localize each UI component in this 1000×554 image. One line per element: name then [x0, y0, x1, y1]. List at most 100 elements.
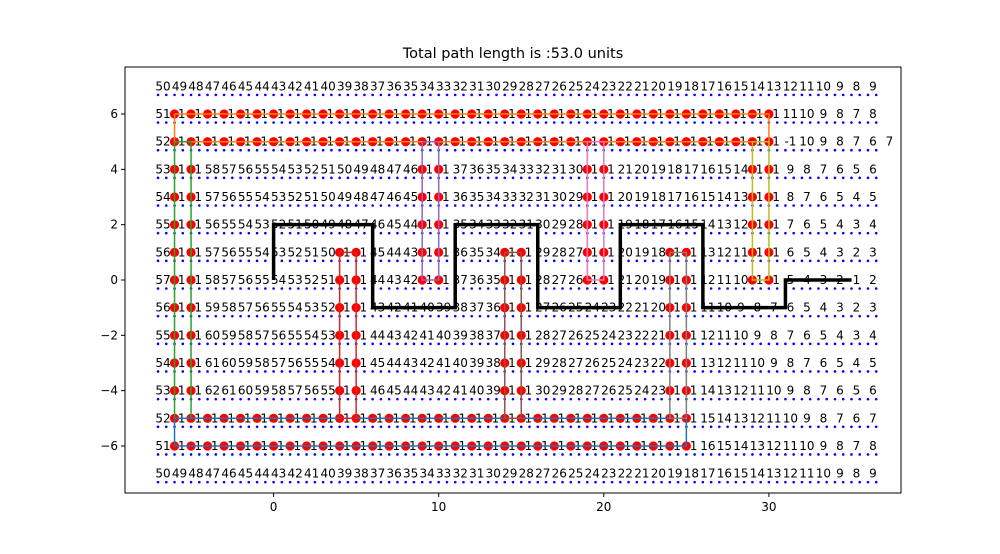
grid-point — [321, 121, 325, 124]
grid-point — [288, 370, 292, 373]
cell-value-label: 9 — [787, 162, 795, 176]
cell-value-label: 10 — [816, 79, 831, 93]
grid-point — [709, 204, 713, 207]
grid-point — [709, 259, 713, 263]
cell-value-label: -1 — [190, 273, 202, 287]
grid-point — [206, 93, 209, 97]
grid-point — [825, 204, 829, 207]
cell-value-label: 37 — [370, 79, 385, 93]
grid-point — [792, 370, 795, 373]
cell-value-label: 51 — [320, 273, 335, 287]
grid-point — [503, 425, 507, 429]
grid-point — [255, 480, 259, 484]
grid-point — [536, 314, 540, 318]
grid-point — [800, 370, 804, 373]
cell-value-label: -1 — [768, 190, 780, 204]
cell-value-label: 60 — [238, 384, 253, 398]
grid-point — [453, 342, 457, 346]
cell-value-label: 55 — [287, 328, 302, 342]
grid-point — [445, 176, 449, 180]
cell-value-label: 4 — [869, 328, 877, 342]
cell-value-label: 5 — [803, 245, 811, 259]
grid-point — [330, 397, 333, 401]
grid-point — [214, 342, 218, 346]
grid-point — [363, 397, 366, 401]
cell-value-label: 22 — [634, 328, 649, 342]
grid-point — [561, 342, 564, 346]
grid-point — [685, 148, 688, 152]
cell-value-label: 5 — [853, 162, 861, 176]
grid-point — [206, 480, 209, 484]
cell-value-label: 4 — [836, 218, 844, 232]
grid-point — [371, 148, 374, 152]
grid-point — [693, 259, 696, 263]
grid-point — [528, 148, 531, 152]
grid-point — [189, 453, 193, 456]
cell-value-label: 19 — [634, 190, 649, 204]
grid-point — [379, 259, 383, 263]
cell-value-label: 8 — [869, 439, 877, 453]
grid-point — [321, 287, 325, 290]
grid-point — [255, 287, 259, 290]
cell-value-label: 18 — [684, 79, 699, 93]
grid-point — [453, 121, 457, 124]
cell-value-label: 48 — [354, 190, 369, 204]
grid-point — [561, 314, 564, 318]
grid-point — [330, 204, 333, 207]
grid-point — [676, 397, 680, 401]
grid-point — [297, 370, 300, 373]
grid-point — [734, 176, 738, 180]
grid-point — [470, 93, 474, 97]
grid-point — [206, 342, 209, 346]
grid-point — [330, 121, 333, 124]
grid-point — [255, 93, 259, 97]
grid-point — [470, 231, 474, 235]
grid-point — [652, 342, 655, 346]
grid-point — [701, 342, 705, 346]
grid-point — [552, 480, 556, 484]
grid-point — [652, 397, 655, 401]
grid-point — [321, 397, 325, 401]
grid-point — [808, 93, 812, 97]
grid-point — [197, 453, 201, 456]
grid-point — [775, 121, 779, 124]
cell-value-label: 10 — [733, 328, 748, 342]
grid-point — [627, 259, 630, 263]
grid-point — [643, 453, 647, 456]
cell-value-label: 38 — [486, 356, 501, 370]
cell-value-label: 16 — [684, 190, 699, 204]
grid-point — [239, 425, 242, 429]
cell-value-label: 45 — [387, 218, 402, 232]
grid-point — [231, 397, 234, 401]
grid-point — [734, 287, 738, 290]
cell-value-label: 22 — [618, 467, 633, 481]
grid-point — [239, 204, 242, 207]
grid-point — [825, 314, 829, 318]
cell-value-label: 54 — [155, 190, 170, 204]
cell-value-label: 18 — [684, 467, 699, 481]
grid-point — [404, 370, 407, 373]
cell-value-label: 5 — [853, 384, 861, 398]
grid-point — [247, 480, 251, 484]
grid-point — [552, 148, 556, 152]
grid-point — [825, 259, 829, 263]
grid-point — [511, 480, 515, 484]
grid-point — [247, 425, 251, 429]
grid-point — [503, 453, 507, 456]
grid-point — [817, 259, 820, 263]
grid-point — [247, 259, 251, 263]
grid-point — [841, 342, 845, 346]
grid-point — [808, 121, 812, 124]
cell-value-label: 2 — [853, 301, 861, 315]
grid-point — [453, 314, 457, 318]
cell-value-label: 7 — [803, 356, 811, 370]
cell-value-label: 3 — [836, 301, 844, 315]
cell-value-label: 58 — [205, 273, 220, 287]
grid-point — [305, 204, 308, 207]
grid-point — [569, 93, 573, 97]
cell-value-label: 12 — [717, 245, 732, 259]
cell-value-label: -1 — [504, 273, 516, 287]
grid-point — [164, 480, 168, 484]
grid-point — [610, 204, 614, 207]
cell-value-label: 8 — [787, 356, 795, 370]
